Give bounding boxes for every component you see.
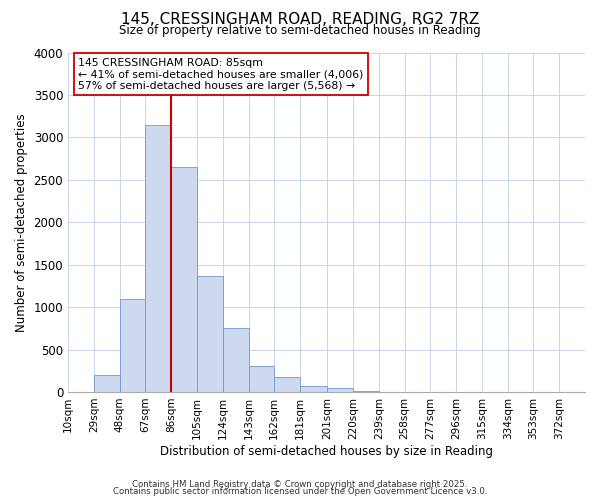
Bar (119, 298, 145, 392)
Bar (223, 328, 248, 392)
Text: 145, CRESSINGHAM ROAD, READING, RG2 7RZ: 145, CRESSINGHAM ROAD, READING, RG2 7RZ (121, 12, 479, 28)
Bar (300, 386, 327, 392)
Y-axis label: Number of semi-detached properties: Number of semi-detached properties (15, 113, 28, 332)
Text: Contains HM Land Registry data © Crown copyright and database right 2025.: Contains HM Land Registry data © Crown c… (132, 480, 468, 489)
Bar (145, 124, 171, 392)
Bar (248, 366, 274, 392)
Bar (171, 167, 197, 392)
Text: 145 CRESSINGHAM ROAD: 85sqm
← 41% of semi-detached houses are smaller (4,006)
57: 145 CRESSINGHAM ROAD: 85sqm ← 41% of sem… (79, 58, 364, 91)
Bar (94, 375, 119, 392)
X-axis label: Distribution of semi-detached houses by size in Reading: Distribution of semi-detached houses by … (160, 444, 493, 458)
Bar (274, 377, 300, 392)
Bar (353, 391, 379, 392)
Text: Size of property relative to semi-detached houses in Reading: Size of property relative to semi-detach… (119, 24, 481, 37)
Text: Contains public sector information licensed under the Open Government Licence v3: Contains public sector information licen… (113, 487, 487, 496)
Bar (197, 276, 223, 392)
Bar (327, 388, 353, 392)
